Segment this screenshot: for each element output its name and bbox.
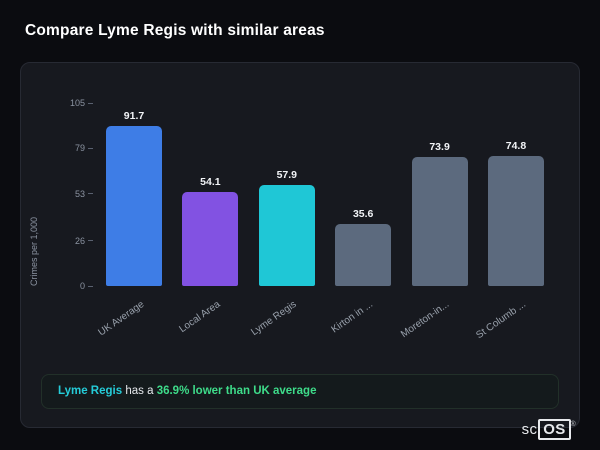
bar-value-label: 74.8	[505, 139, 527, 152]
note-stat: 36.9% lower than UK average	[156, 385, 317, 398]
x-axis-label-text: St Columb ...	[474, 298, 529, 342]
y-tick: 105	[70, 98, 93, 108]
x-axis-label-text: Local Area	[177, 298, 223, 336]
y-axis-label: Crimes per 1,000	[29, 216, 39, 286]
bar-value-label: 91.7	[123, 110, 145, 123]
bar-column-lyme-regis: 57.9	[258, 103, 316, 286]
y-tick: 26	[75, 236, 93, 246]
x-axis-label-text: Kirton in ...	[329, 298, 376, 336]
page-title: Compare Lyme Regis with similar areas	[25, 22, 325, 39]
y-tick-value: 0	[79, 281, 85, 291]
bar-value-label: 35.6	[352, 207, 374, 220]
x-axis-label-local-area: Local Area	[177, 290, 239, 342]
y-tick: 79	[75, 143, 93, 153]
logo-reg-mark: ®	[570, 421, 576, 428]
logo-text-sc: sc	[521, 421, 538, 438]
x-axis-label-st-columb: St Columb ...	[474, 290, 545, 342]
x-axis-label-kirton-in: Kirton in ...	[330, 290, 392, 342]
bar-value-label: 57.9	[276, 169, 297, 182]
y-tick-mark	[88, 240, 93, 242]
bar-value-label: 73.9	[429, 141, 450, 154]
bar-column-uk-average: 91.7	[105, 103, 163, 286]
bar-chart: Crimes per 1,000 105 79 53 26 0 91.7 54.1 57.9…	[29, 98, 551, 291]
x-axis-label-lyme-regis: Lyme Regis	[250, 290, 316, 342]
x-axis-label-text: Lyme Regis	[249, 298, 299, 339]
x-axis-label-text: Moreton-in...	[399, 298, 452, 341]
y-tick-value: 53	[74, 188, 85, 199]
bar-uk-average[interactable]	[106, 126, 162, 286]
chart-card: Crimes per 1,000 105 79 53 26 0 91.7 54.1 57.9…	[20, 62, 580, 428]
bar-st-columb[interactable]	[487, 155, 544, 286]
x-axis-labels: UK Average Local Area Lyme Regis Kirton in …	[96, 290, 551, 342]
y-axis: 105 79 53 26 0	[47, 98, 93, 291]
y-tick-mark	[88, 147, 93, 149]
x-axis-label-text: UK Average	[96, 298, 147, 339]
y-tick-value: 79	[74, 143, 85, 154]
bar-kirton-in[interactable]	[335, 223, 392, 286]
bar-moreton-in[interactable]	[411, 157, 468, 286]
logo-text-os: OS	[538, 419, 571, 440]
bar-lyme-regis[interactable]	[258, 185, 315, 286]
bar-column-st-columb: 74.8	[487, 103, 545, 286]
x-axis-label-moreton-in: Moreton-in...	[399, 290, 469, 342]
y-tick-value: 105	[69, 98, 85, 108]
note-connector: has a	[125, 385, 154, 398]
y-tick-value: 26	[74, 235, 85, 246]
bar-column-moreton-in: 73.9	[411, 103, 469, 286]
x-axis-label-uk-average: UK Average	[96, 290, 163, 342]
y-tick: 53	[75, 189, 93, 199]
bar-value-label: 54.1	[200, 175, 221, 188]
scos-logo: sc OS ®	[521, 419, 576, 440]
bar-column-local-area: 54.1	[181, 103, 239, 286]
y-tick-mark	[88, 285, 93, 287]
bar-local-area[interactable]	[182, 191, 239, 286]
comparison-note: Lyme Regis has a 36.9% lower than UK ave…	[41, 374, 559, 409]
bar-column-kirton-in: 35.6	[334, 103, 392, 286]
y-tick-mark	[88, 193, 93, 195]
bars-area: 91.7 54.1 57.9 35.6 73.9 74.8	[99, 103, 551, 286]
y-tick-mark	[88, 102, 93, 104]
y-tick: 0	[80, 281, 93, 291]
note-area-name: Lyme Regis	[58, 385, 123, 398]
